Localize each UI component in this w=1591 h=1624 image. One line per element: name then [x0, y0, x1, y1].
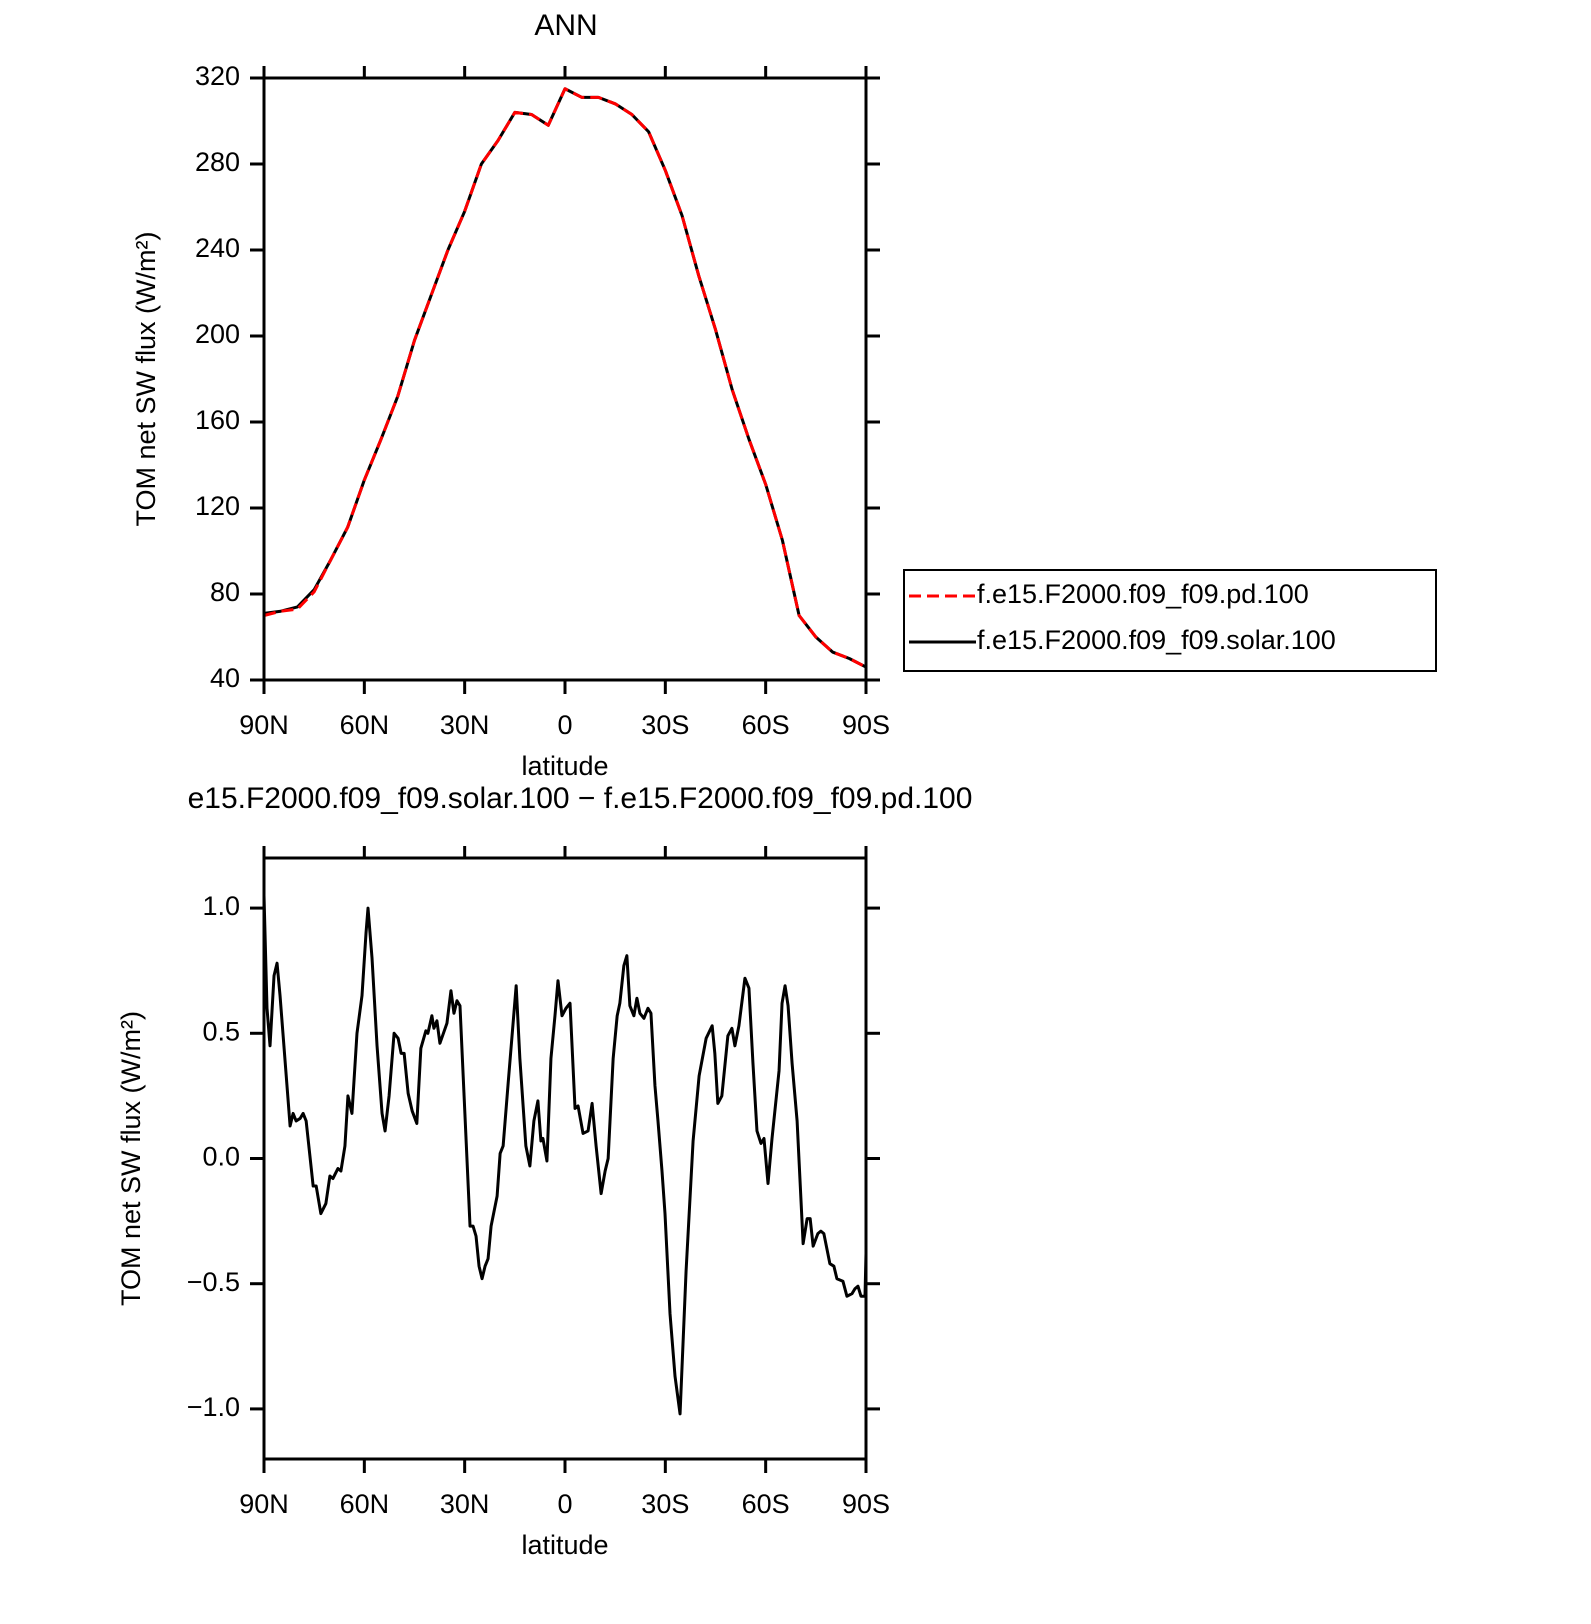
y-tick-label: 0.5	[202, 1016, 240, 1046]
y-tick-label: 320	[195, 61, 240, 91]
x-tick-label: 30S	[641, 710, 689, 740]
y-tick-label: −1.0	[187, 1392, 240, 1422]
plot-frame	[262, 856, 868, 1461]
x-tick-label: 30N	[440, 710, 490, 740]
x-tick-label: 90S	[842, 710, 890, 740]
y-tick-label: 80	[210, 577, 240, 607]
chart-title: ANN	[534, 9, 597, 42]
x-tick-label: 90N	[239, 710, 289, 740]
y-axis-label: TOM net SW flux (W/m²)	[116, 1011, 146, 1306]
x-tick-label: 90S	[842, 1489, 890, 1519]
x-tick-label: 60N	[340, 1489, 390, 1519]
y-tick-label: 280	[195, 147, 240, 177]
x-tick-label: 60S	[742, 1489, 790, 1519]
x-axis-label: latitude	[521, 1530, 608, 1560]
y-tick-label: 1.0	[202, 891, 240, 921]
y-axis-label: TOM net SW flux (W/m²)	[131, 232, 161, 527]
chart-title: e15.F2000.f09_f09.solar.100 − f.e15.F200…	[188, 782, 973, 815]
y-tick-label: 200	[195, 319, 240, 349]
legend-label: f.e15.F2000.f09_f09.solar.100	[977, 625, 1336, 655]
legend-box	[903, 569, 1437, 672]
x-tick-label: 30S	[641, 1489, 689, 1519]
y-tick-label: 120	[195, 491, 240, 521]
data-line	[263, 87, 867, 669]
x-axis-label: latitude	[521, 751, 608, 781]
y-tick-label: 40	[210, 663, 240, 693]
y-tick-label: 0.0	[202, 1142, 240, 1172]
data-line	[263, 87, 867, 669]
y-tick-label: 240	[195, 233, 240, 263]
plot-frame	[262, 76, 868, 682]
x-tick-label: 90N	[239, 1489, 289, 1519]
x-tick-label: 0	[557, 1489, 572, 1519]
x-tick-label: 0	[557, 710, 572, 740]
x-tick-label: 60N	[340, 710, 390, 740]
legend-label: f.e15.F2000.f09_f09.pd.100	[977, 579, 1309, 609]
x-tick-label: 60S	[742, 710, 790, 740]
x-tick-label: 30N	[440, 1489, 490, 1519]
y-tick-label: −0.5	[187, 1267, 240, 1297]
y-tick-label: 160	[195, 405, 240, 435]
data-line	[262, 895, 868, 1416]
